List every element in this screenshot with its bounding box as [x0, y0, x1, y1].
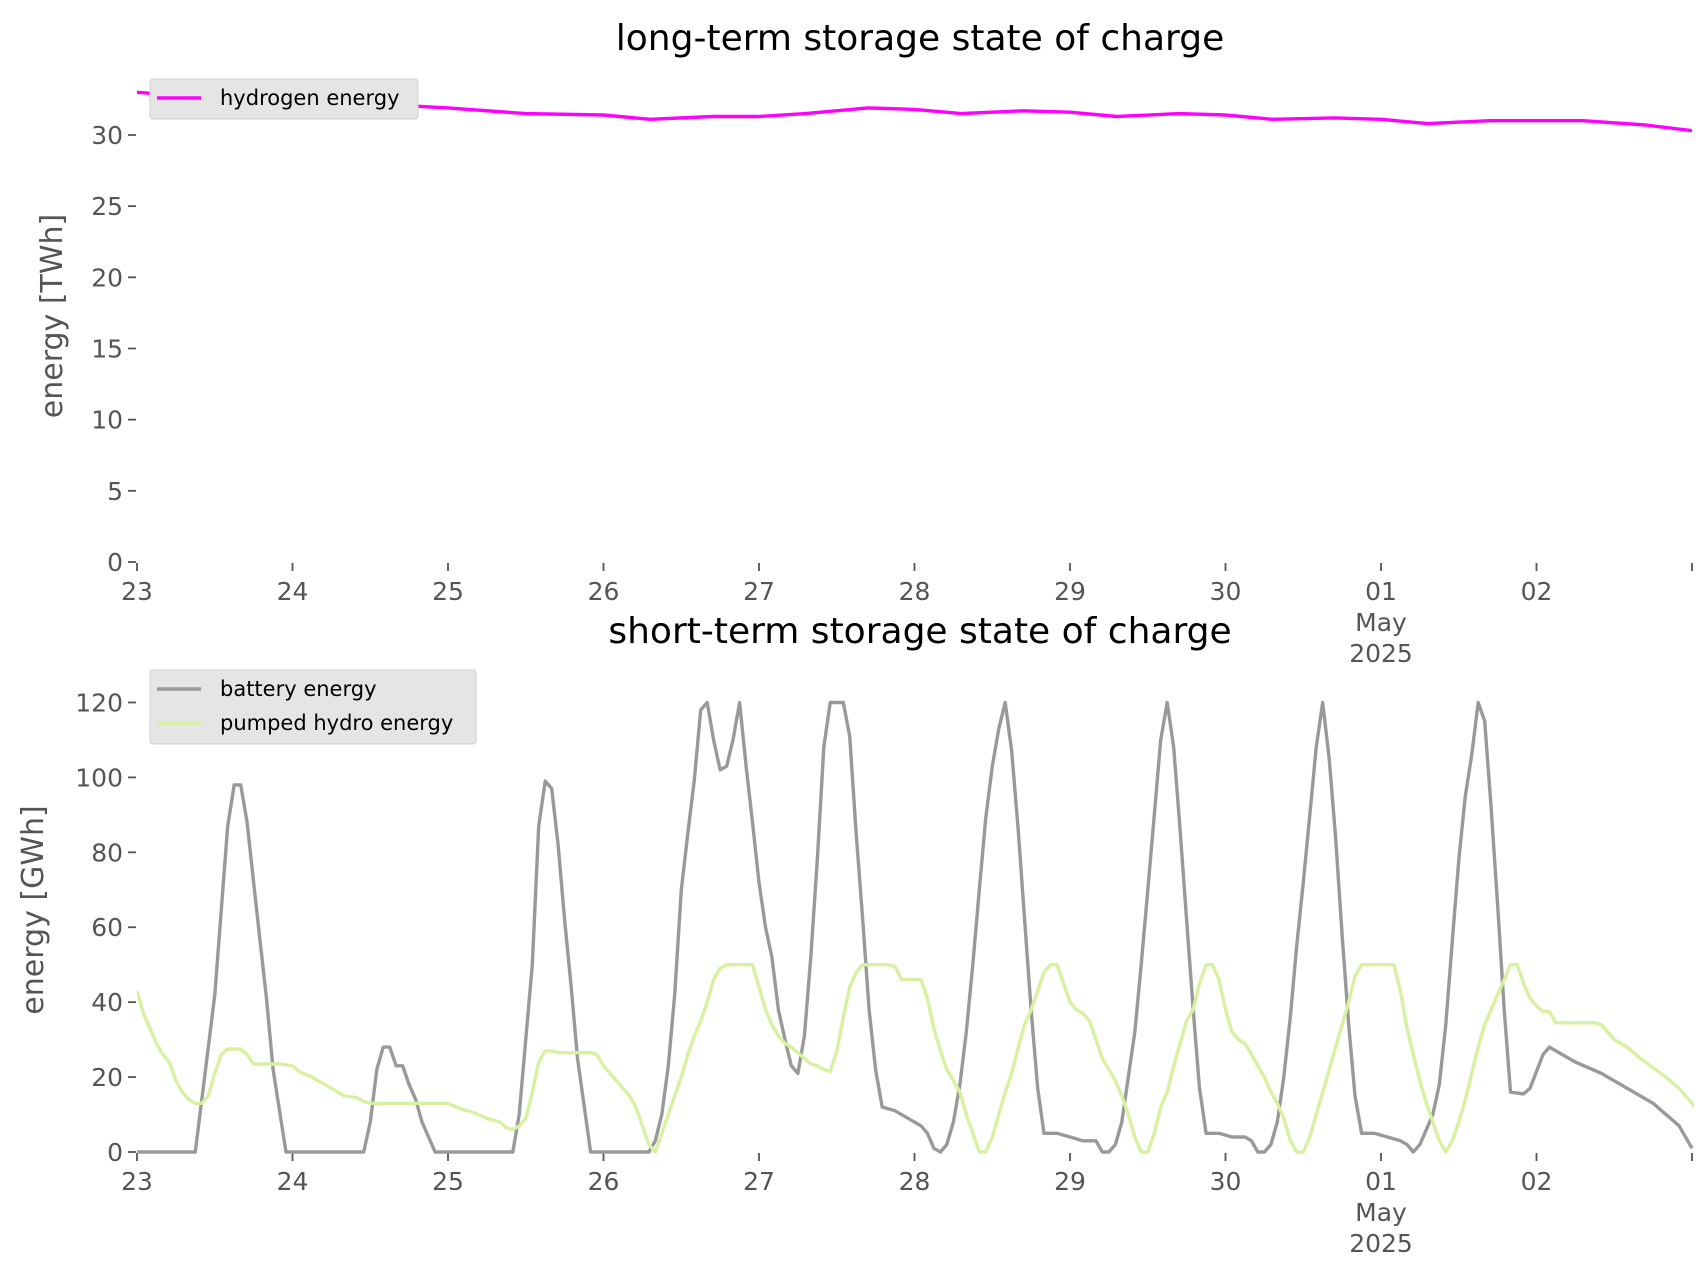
short-term-x-tick-label-line: 30 — [1210, 1167, 1242, 1196]
long-term-x-tick-label: 23 — [121, 577, 153, 606]
long-term-x-tick-label-line: 23 — [121, 577, 153, 606]
long-term-x-tick-label: 02 — [1521, 577, 1553, 606]
short-term-x-tick-label-line: May — [1355, 1198, 1407, 1227]
long-term-y-tick-label: 15 — [91, 334, 123, 363]
long-term-legend-box — [149, 78, 419, 120]
short-term-x-tick-label: 02 — [1521, 1167, 1553, 1196]
short-term-y-tick-label: 0 — [107, 1138, 123, 1167]
short-term-x-tick-label-line: 24 — [277, 1167, 309, 1196]
long-term-x-tick-label: 29 — [1054, 577, 1086, 606]
short-term-x-tick-label: 28 — [899, 1167, 931, 1196]
short-term-x-tick-label-line: 02 — [1521, 1167, 1553, 1196]
short-term-storage-panel: short-term storage state of charge energ… — [16, 611, 1694, 1258]
short-term-x-tick-label-line: 01 — [1365, 1167, 1397, 1196]
legend-label-hydrogen-energy: hydrogen energy — [220, 86, 400, 110]
short-term-x-tick-label-line: 29 — [1054, 1167, 1086, 1196]
short-term-legend-box — [149, 669, 477, 745]
long-term-x-tick-label-line: 27 — [743, 577, 775, 606]
short-term-x-tick-label-line: 28 — [899, 1167, 931, 1196]
long-term-y-tick-label: 0 — [107, 548, 123, 577]
long-term-x-tick-label-line: 26 — [588, 577, 620, 606]
short-term-x-tick-label-line: 25 — [432, 1167, 464, 1196]
long-term-chart-title: long-term storage state of charge — [616, 18, 1224, 59]
long-term-x-tick-label-line: 02 — [1521, 577, 1553, 606]
long-term-legend: hydrogen energy — [149, 78, 419, 120]
series-line-battery-energy — [137, 700, 1694, 1154]
short-term-x-tick-label: 24 — [277, 1167, 309, 1196]
short-term-y-tick-label: 40 — [91, 988, 123, 1017]
short-term-y-tick-label: 20 — [91, 1063, 123, 1092]
short-term-y-tick-label: 100 — [75, 763, 123, 792]
short-term-chart-title: short-term storage state of charge — [608, 611, 1231, 652]
long-term-x-tick-label-line: 2025 — [1349, 639, 1413, 668]
short-term-x-tick-label: 29 — [1054, 1167, 1086, 1196]
short-term-x-tick-label-line: 27 — [743, 1167, 775, 1196]
legend-label-battery-energy: battery energy — [220, 677, 377, 701]
long-term-x-tick-label: 28 — [899, 577, 931, 606]
short-term-x-tick-label: 23 — [121, 1167, 153, 1196]
long-term-x-tick-label-line: 25 — [432, 577, 464, 606]
short-term-legend: battery energy pumped hydro energy — [149, 669, 477, 745]
long-term-x-tick-label: 26 — [588, 577, 620, 606]
short-term-x-tick-label-line: 26 — [588, 1167, 620, 1196]
long-term-x-tick-label-line: May — [1355, 608, 1407, 637]
short-term-x-tick-label: 27 — [743, 1167, 775, 1196]
short-term-y-tick-label: 120 — [75, 688, 123, 717]
long-term-y-tick-label: 5 — [107, 477, 123, 506]
long-term-x-tick-label-line: 24 — [277, 577, 309, 606]
long-term-y-axis-label: energy [TWh] — [35, 214, 70, 418]
long-term-y-tick-label: 30 — [91, 121, 123, 150]
long-term-x-tick-label-line: 28 — [899, 577, 931, 606]
long-term-x-tick-label: 30 — [1210, 577, 1242, 606]
long-term-x-tick-label-line: 29 — [1054, 577, 1086, 606]
long-term-y-tick-label: 10 — [91, 406, 123, 435]
short-term-y-tick-label: 80 — [91, 838, 123, 867]
series-line-hydrogen-energy — [137, 90, 1693, 133]
long-term-x-tick-label: 24 — [277, 577, 309, 606]
short-term-y-axis-label: energy [GWh] — [16, 805, 51, 1014]
short-term-x-tick-label-line: 23 — [121, 1167, 153, 1196]
long-term-y-tick-label: 25 — [91, 192, 123, 221]
long-term-x-tick-label-line: 01 — [1365, 577, 1397, 606]
long-term-x-tick-label: 01 May 2025 — [1349, 577, 1413, 668]
short-term-x-tick-label: 30 — [1210, 1167, 1242, 1196]
short-term-x-tick-label: 26 — [588, 1167, 620, 1196]
long-term-y-tick-label: 20 — [91, 263, 123, 292]
short-term-x-tick-label-line: 2025 — [1349, 1229, 1413, 1258]
long-term-x-tick-label: 25 — [432, 577, 464, 606]
short-term-y-tick-label: 60 — [91, 913, 123, 942]
long-term-x-tick-label: 27 — [743, 577, 775, 606]
series-line-pumped-hydro-energy — [137, 963, 1694, 1154]
short-term-x-tick-label: 25 — [432, 1167, 464, 1196]
legend-label-pumped-hydro-energy: pumped hydro energy — [220, 711, 453, 735]
long-term-storage-panel: long-term storage state of charge energy… — [35, 18, 1693, 668]
long-term-x-tick-label-line: 30 — [1210, 577, 1242, 606]
short-term-x-tick-label: 01 May 2025 — [1349, 1167, 1413, 1258]
